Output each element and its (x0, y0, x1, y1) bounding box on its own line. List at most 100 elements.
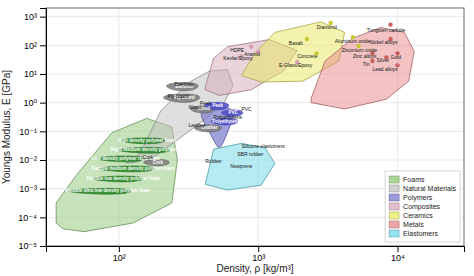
x-axis-line (47, 247, 465, 253)
x-axis: 10² 10³ 10⁴ (47, 246, 465, 263)
ellipse-label: Flexible ultra low density polymer foam (66, 188, 150, 193)
y-tick: 10⁰ (23, 98, 46, 108)
annotation: Silver (377, 57, 390, 63)
legend-label: Foams (403, 176, 425, 183)
x-tick: 10⁴ (391, 246, 405, 263)
y-tick-label: 10² (24, 41, 37, 51)
annotation: Zirconium oxide (342, 47, 378, 53)
annotation: Leather (189, 122, 206, 128)
annotation: Aluminum oxide (335, 38, 371, 44)
plot-frame (46, 8, 464, 246)
y-tick: 10³ (24, 12, 46, 22)
y-tick: 10⁻² (19, 155, 46, 165)
regions (56, 22, 414, 232)
grid (46, 8, 464, 246)
region-polygon (311, 28, 414, 109)
annotation: Diamond (317, 24, 337, 30)
legend-box (385, 171, 460, 242)
legend-item: Elastomers (389, 230, 439, 237)
y-tick-label: 10⁰ (23, 98, 37, 108)
legend-label: Natural Materials (403, 185, 456, 192)
annotation: Polyethylene (214, 114, 243, 120)
y-tick: 10⁻³ (19, 184, 46, 194)
ellipse-label: High density polymer foam (118, 138, 176, 143)
legend-swatch (389, 230, 399, 237)
legend-item: Ceramics (389, 212, 433, 219)
y-tick: 10¹ (24, 69, 46, 79)
chart-container: High density polymer foamRigid medium de… (0, 0, 474, 276)
material-ellipse (163, 94, 199, 102)
y-grid-line (46, 102, 464, 103)
y-tick: 10² (24, 41, 46, 51)
x-tick-mark (119, 246, 120, 252)
material-ellipses (68, 82, 242, 194)
ellipse-label: Peek (213, 103, 224, 108)
legend-item: Foams (389, 176, 425, 183)
legend-label: Polymers (403, 194, 433, 202)
x-tick: 10² (113, 246, 126, 263)
legend-swatch (389, 221, 399, 228)
annotations: DiamondTungsten carbideAluminum oxideNic… (143, 24, 406, 170)
annotation: Bamboo (175, 81, 194, 87)
region-polygon (205, 143, 275, 190)
legend-swatch (389, 203, 399, 210)
x-tick-label: 10⁴ (391, 253, 405, 263)
annotation: Gold (391, 54, 402, 60)
annotation: Basalt (289, 40, 304, 46)
y-tick: 10⁻¹ (19, 127, 46, 137)
annotation: Concrete (297, 53, 318, 59)
legend-swatch (389, 176, 399, 183)
legend-item: Natural Materials (389, 185, 456, 192)
y-tick-mark (40, 103, 46, 104)
annotation: Cork (143, 154, 154, 160)
ellipse-label: Cork (153, 160, 164, 165)
x-axis-title: Density, ρ [kg/m³] (216, 263, 293, 274)
y-axis: 10⁻⁵ 10⁻⁴ 10⁻³ 10⁻² 10⁻¹ 10⁰ 10¹ 10² 10³ (18, 9, 46, 252)
legend-label: Elastomers (403, 230, 439, 237)
marks (56, 21, 414, 232)
ellipse-label: Flexible medium density polymer foam (91, 166, 174, 171)
annotation: E-Glass/Epoxy (279, 62, 313, 68)
annotation: Peek (200, 100, 212, 106)
legend-item: Composites (389, 203, 440, 211)
y-axis-title: Youngs Modulus, E [GPa] (1, 70, 12, 184)
y-tick-mark (40, 246, 46, 247)
annotation: Kevlar/Epoxy (223, 55, 253, 61)
y-grid-line (46, 16, 464, 17)
y-tick-mark (40, 74, 46, 75)
legend-swatch (389, 185, 399, 192)
y-tick: 10⁻⁴ (18, 213, 46, 223)
annotation: Tin (363, 61, 370, 67)
y-tick-label: 10³ (24, 12, 37, 22)
y-tick-mark (40, 131, 46, 132)
y-tick-label: 10⁻¹ (19, 127, 37, 137)
legend-label: Ceramics (403, 212, 433, 219)
y-tick-mark (40, 189, 46, 190)
material-point (370, 59, 374, 63)
annotation: Tungsten carbide (367, 27, 406, 33)
y-tick-label: 10⁻⁵ (19, 241, 38, 251)
annotation: PVC (241, 106, 252, 112)
legend-swatch (389, 212, 399, 219)
chart-svg: High density polymer foamRigid medium de… (0, 0, 474, 276)
annotation: SBR rubber (237, 151, 263, 157)
x-tick: 10³ (252, 246, 265, 263)
legend-swatch (389, 194, 399, 201)
y-tick-mark (40, 217, 46, 218)
annotation: Zinc alloys (353, 53, 377, 59)
legend-label: Metals (403, 221, 424, 228)
y-tick-label: 10⁻³ (19, 184, 37, 194)
legend-item: Polymers (389, 194, 433, 202)
plot-root: High density polymer foamRigid medium de… (1, 8, 465, 274)
x-tick-mark (398, 246, 399, 252)
legend-label: Composites (403, 203, 440, 211)
y-axis-line (40, 9, 47, 247)
y-tick-label: 10¹ (24, 69, 37, 79)
legend-item: Metals (389, 221, 424, 228)
ellipse-label: Flexible low density polymer foam (86, 176, 159, 181)
y-tick-mark (40, 45, 46, 46)
annotation: Neoprene (230, 163, 252, 169)
annotation: Rubber (205, 158, 222, 164)
ellipse-labels: High density polymer foamRigid medium de… (66, 84, 241, 194)
y-tick-label: 10⁻² (19, 155, 37, 165)
